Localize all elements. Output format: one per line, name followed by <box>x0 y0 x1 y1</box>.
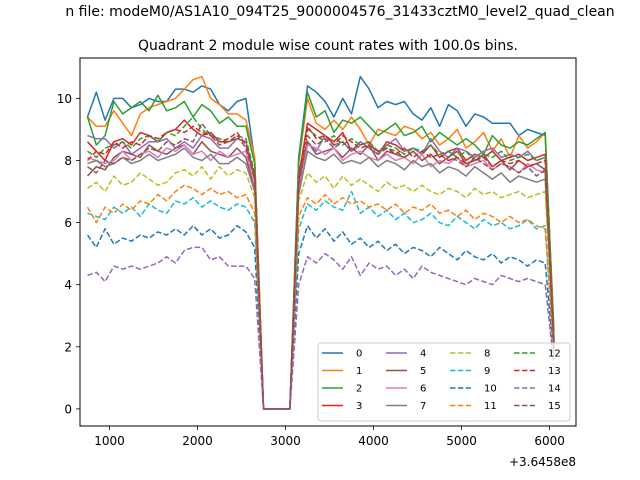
series-line-14 <box>87 246 555 410</box>
y-tick-label: 2 <box>64 340 72 354</box>
legend-entry-4[interactable]: 4 <box>386 349 426 360</box>
series-line-1 <box>86 75 555 410</box>
legend-label: 5 <box>420 366 426 377</box>
y-tick-label: 4 <box>64 278 72 292</box>
legend-entry-1[interactable]: 1 <box>322 366 362 377</box>
series-line-8 <box>87 165 555 410</box>
series-line-4 <box>87 134 555 410</box>
x-tick-label: 2000 <box>182 434 213 448</box>
plot-frame <box>79 57 577 427</box>
legend-entry-0[interactable]: 0 <box>322 349 362 360</box>
series-line-10 <box>86 224 555 410</box>
x-tick-label: 1000 <box>94 434 125 448</box>
x-offset-text: +3.6458e8 <box>509 455 576 469</box>
legend-entry-15[interactable]: 15 <box>514 401 561 412</box>
legend-entry-9[interactable]: 9 <box>450 366 490 377</box>
series-layer <box>86 75 555 410</box>
legend-entry-7[interactable]: 7 <box>386 401 426 412</box>
legend-label: 15 <box>548 401 561 412</box>
legend-label: 11 <box>484 401 497 412</box>
legend-label: 10 <box>484 384 497 395</box>
legend-label: 3 <box>356 401 362 412</box>
legend-entry-6[interactable]: 6 <box>386 384 426 395</box>
legend-label: 8 <box>484 349 490 360</box>
y-tick-label: 0 <box>64 402 72 416</box>
x-tick-label: 5000 <box>446 434 477 448</box>
series-line-15 <box>87 122 555 410</box>
legend-label: 4 <box>420 349 426 360</box>
legend-label: 9 <box>484 366 490 377</box>
figure-suptitle: n file: modeM0/AS1A10_094T25_9000004576_… <box>65 4 615 20</box>
chart-title: Quadrant 2 module wise count rates with … <box>138 38 518 54</box>
legend-label: 13 <box>548 366 561 377</box>
x-tick-label: 4000 <box>358 434 389 448</box>
legend-entry-2[interactable]: 2 <box>322 384 362 395</box>
legend-entry-11[interactable]: 11 <box>450 401 497 412</box>
legend-entry-10[interactable]: 10 <box>450 384 497 395</box>
legend-label: 12 <box>548 349 561 360</box>
legend-label: 0 <box>356 349 362 360</box>
legend-entry-14[interactable]: 14 <box>514 384 561 395</box>
series-line-13 <box>86 125 555 410</box>
series-line-6 <box>87 144 555 410</box>
legend-entry-3[interactable]: 3 <box>322 401 362 412</box>
x-tick-label: 3000 <box>270 434 301 448</box>
x-tick-label: 6000 <box>534 434 565 448</box>
series-line-7 <box>87 147 555 410</box>
legend-label: 2 <box>356 384 362 395</box>
legend-entry-12[interactable]: 12 <box>514 349 561 360</box>
legend-label: 1 <box>356 366 362 377</box>
legend-entry-5[interactable]: 5 <box>386 366 426 377</box>
y-tick-label: 10 <box>57 92 72 106</box>
legend-label: 14 <box>548 384 561 395</box>
y-tick-label: 6 <box>64 216 72 230</box>
legend-box <box>317 342 571 422</box>
legend-entry-13[interactable]: 13 <box>514 366 561 377</box>
legend-entry-8[interactable]: 8 <box>450 349 490 360</box>
y-tick-label: 8 <box>64 154 72 168</box>
series-line-9 <box>87 190 555 410</box>
series-line-11 <box>86 184 555 410</box>
legend-label: 6 <box>420 384 426 395</box>
legend-label: 7 <box>420 401 426 412</box>
series-line-2 <box>86 91 555 410</box>
